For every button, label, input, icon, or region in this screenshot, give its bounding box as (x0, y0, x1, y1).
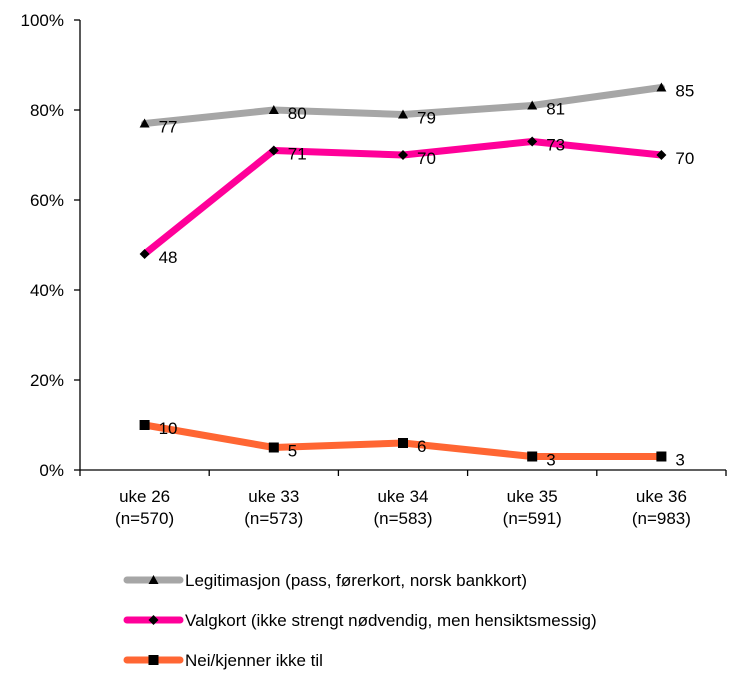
legend-marker-icon (148, 615, 159, 625)
y-tick-label: 20% (30, 371, 64, 390)
y-tick-label: 80% (30, 101, 64, 120)
data-point-marker (527, 451, 538, 462)
data-label: 3 (675, 451, 684, 470)
x-tick-label-line: uke 26 (119, 487, 170, 506)
data-label: 80 (288, 104, 307, 123)
data-point-marker (398, 150, 408, 160)
y-tick-label: 40% (30, 281, 64, 300)
data-label: 77 (159, 118, 178, 137)
data-label: 79 (417, 109, 436, 128)
data-point-marker (139, 118, 150, 128)
legend-marker-icon (148, 575, 159, 584)
legend-item: Legitimasjon (pass, førerkort, norsk ban… (123, 571, 527, 590)
x-tick-label: uke 36 (n=983) (632, 487, 691, 528)
y-tick-label: 60% (30, 191, 64, 210)
data-label: 71 (288, 145, 307, 164)
data-point-marker (139, 249, 150, 259)
legend-label: Legitimasjon (pass, førerkort, norsk ban… (185, 571, 527, 590)
x-tick-label-line: (n=983) (632, 509, 691, 528)
legend-label: Nei/kjenner ikke til (185, 651, 323, 670)
data-label: 10 (159, 419, 178, 438)
x-tick-label: uke 35 (n=591) (503, 487, 562, 528)
data-label: 48 (159, 248, 178, 267)
data-label: 81 (546, 100, 565, 119)
x-tick-label: uke 33 (n=573) (244, 487, 303, 528)
x-tick-label: uke 34 (n=583) (373, 487, 432, 528)
x-tick-label-line: uke 36 (636, 487, 687, 506)
data-label: 3 (546, 451, 555, 470)
data-point-marker (656, 82, 667, 92)
data-point-marker (398, 109, 408, 119)
series-lines (139, 82, 667, 462)
data-point-marker (268, 145, 279, 156)
legend-item: Nei/kjenner ikke til (123, 651, 323, 670)
data-label: 73 (546, 136, 565, 155)
data-label: 70 (675, 149, 694, 168)
data-point-marker (527, 100, 538, 110)
x-tick-label-line: uke 35 (507, 487, 558, 506)
x-tick-label-line: (n=583) (373, 509, 432, 528)
series-1 (139, 136, 667, 259)
chart-axes (74, 19, 727, 476)
legend-item: Valgkort (ikke strengt nødvendig, men he… (123, 611, 597, 630)
x-tick-label: uke 26 (n=570) (115, 487, 174, 528)
x-tick-label-line: (n=591) (503, 509, 562, 528)
data-point-marker (656, 150, 667, 160)
data-point-marker (268, 442, 279, 453)
data-point-marker (398, 438, 408, 448)
legend-marker-icon (148, 655, 159, 665)
x-tick-label-line: uke 34 (377, 487, 428, 506)
series-2 (139, 420, 667, 462)
y-tick-label: 0% (39, 461, 64, 480)
series-0 (139, 82, 667, 128)
y-axis-tick-labels: 0% 20% 40% 60% 80% 100% (21, 11, 64, 480)
data-point-marker (139, 420, 150, 430)
x-axis-tick-labels: uke 26 (n=570)uke 33 (n=573)uke 34 (n=583)u… (115, 487, 691, 528)
x-tick-label-line: (n=570) (115, 509, 174, 528)
data-label: 85 (675, 82, 694, 101)
data-point-marker (527, 136, 538, 147)
data-point-marker (268, 105, 279, 114)
data-label: 6 (417, 437, 426, 456)
data-label: 70 (417, 149, 436, 168)
legend: Legitimasjon (pass, førerkort, norsk ban… (123, 571, 597, 670)
y-tick-label: 100% (21, 11, 64, 30)
x-tick-label-line: uke 33 (248, 487, 299, 506)
data-point-marker (656, 451, 667, 462)
data-labels: 77 80 79 81 85 48 71 70 73 70 10 5 6 3 3 (159, 82, 695, 470)
legend-label: Valgkort (ikke strengt nødvendig, men he… (185, 611, 597, 630)
x-tick-label-line: (n=573) (244, 509, 303, 528)
data-label: 5 (288, 442, 297, 461)
